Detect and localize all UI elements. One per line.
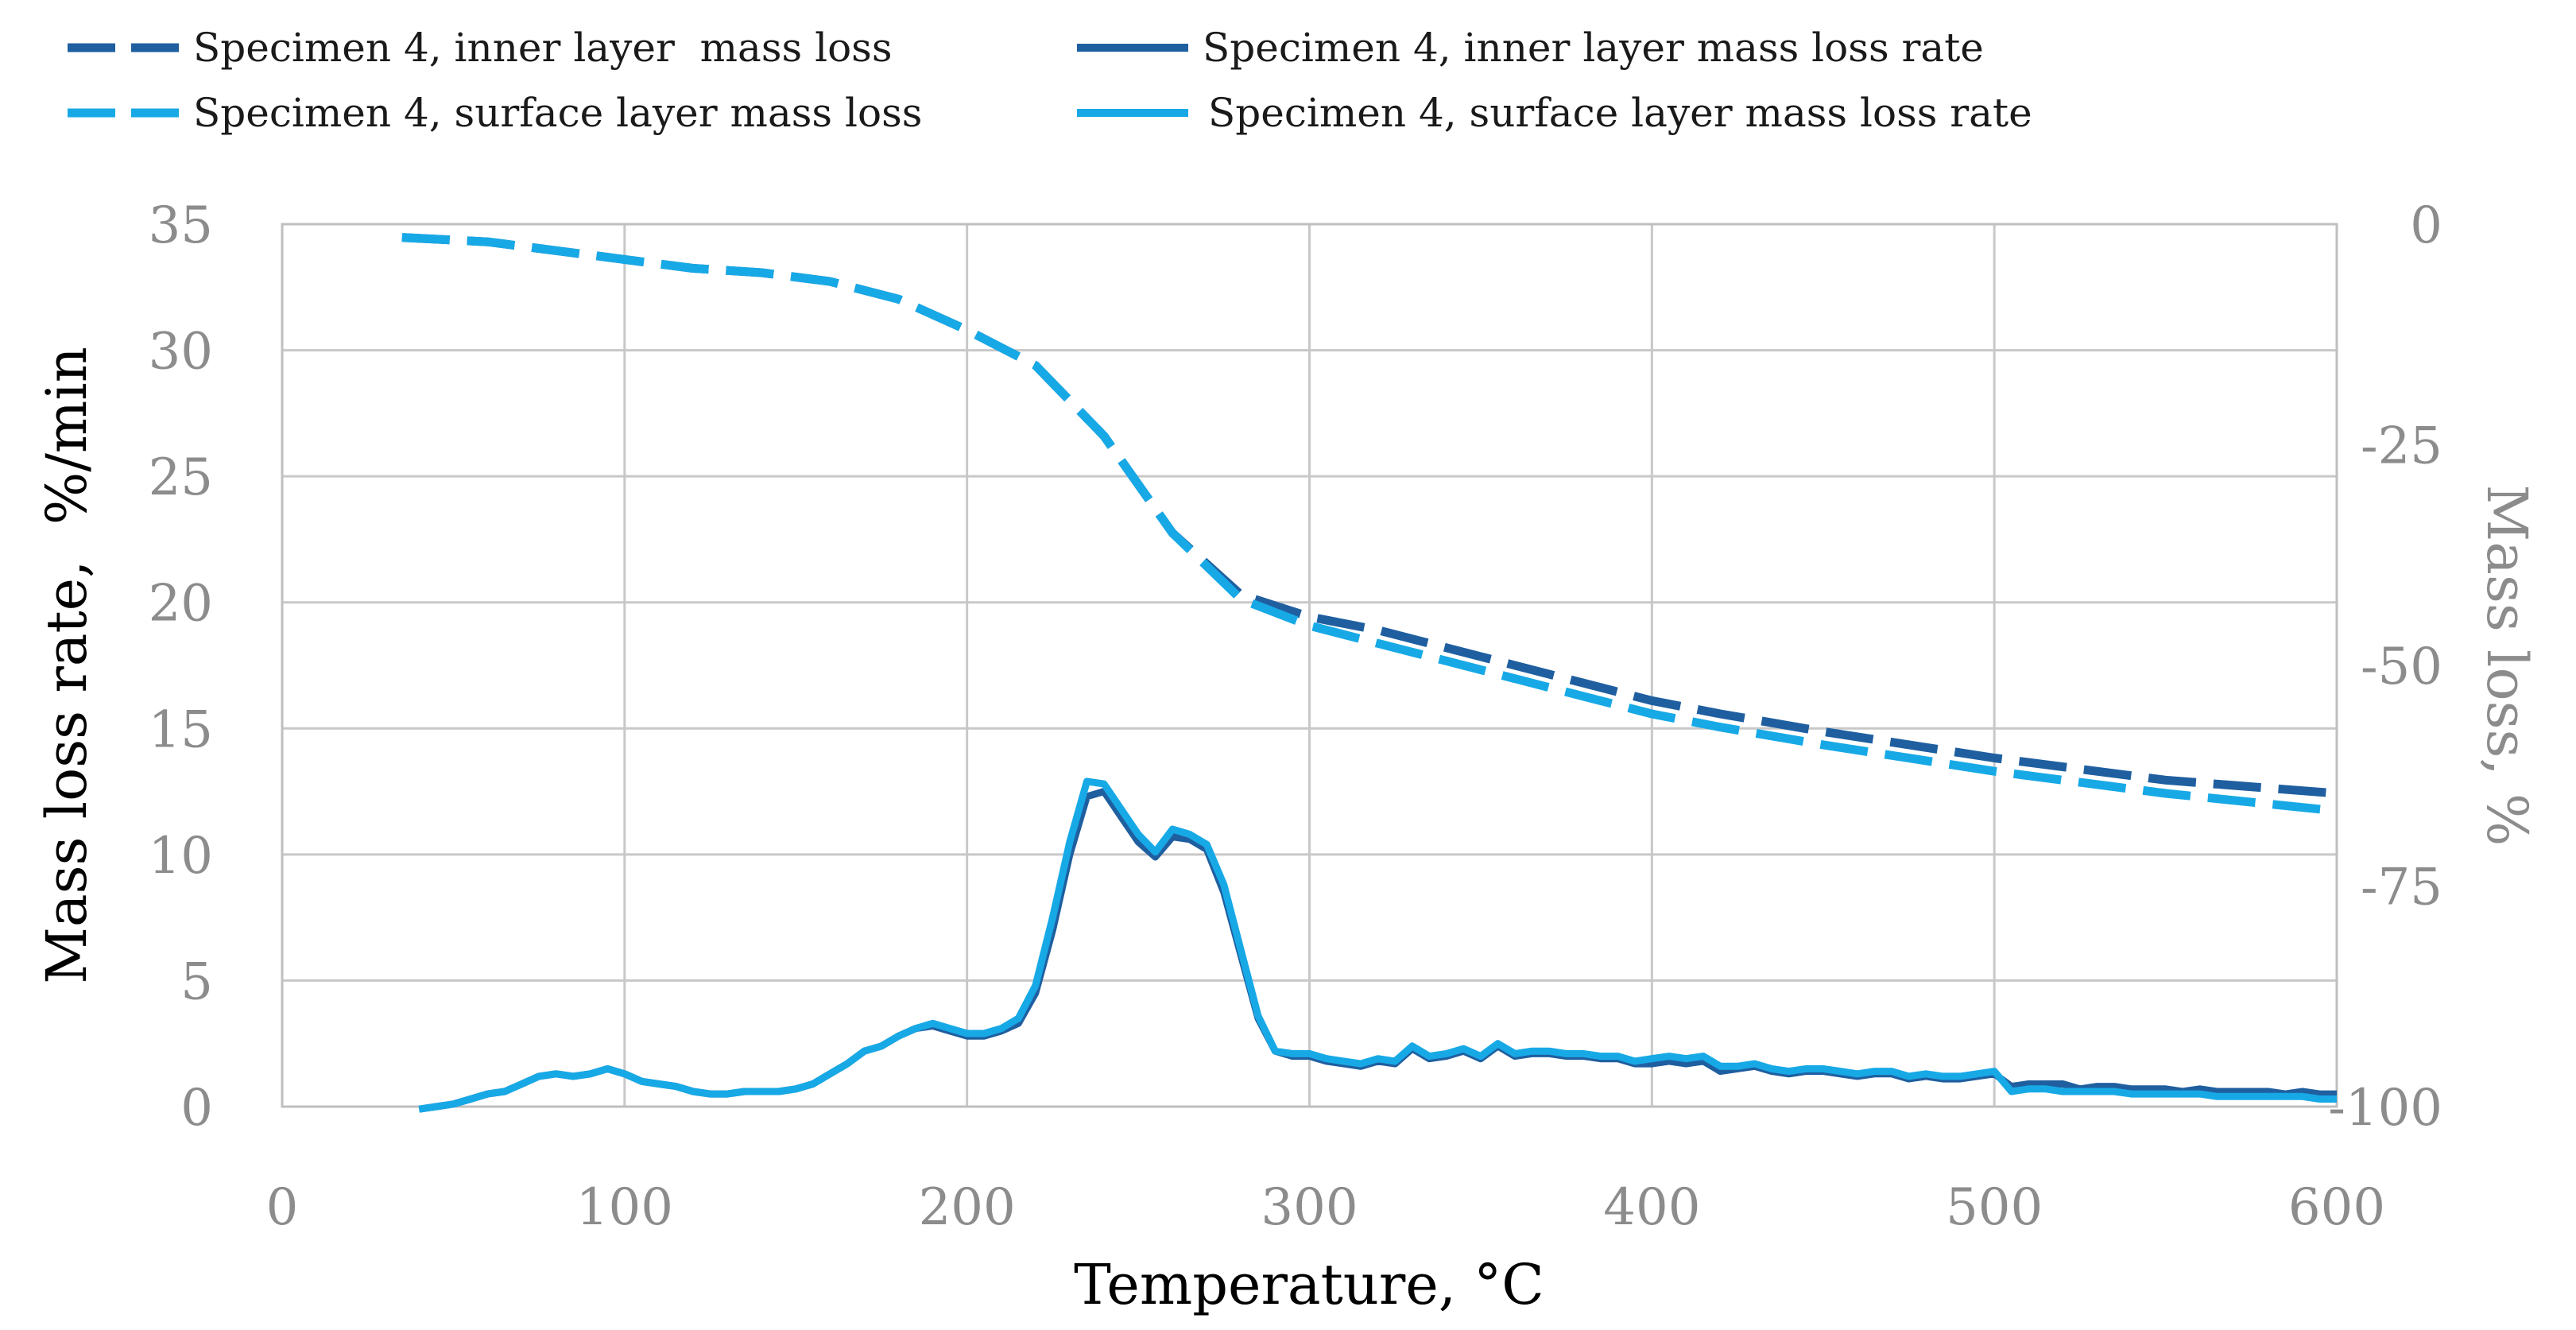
legend-item-inner-mass-loss-rate: Specimen 4, inner layer mass loss rate: [1077, 25, 1984, 71]
y-left-tick-label-30: 30: [149, 323, 213, 382]
y-left-tick-label-20: 20: [149, 575, 213, 634]
legend-item-surface-mass-loss: Specimen 4, surface layer mass loss: [68, 90, 922, 136]
y-left-tick-label-5: 5: [180, 952, 213, 1011]
y-right-tick-label-neg50: -50: [2361, 638, 2442, 696]
y-axis-left-title: Mass loss rate, %/min: [34, 347, 99, 984]
y-left-tick-label-10: 10: [149, 827, 213, 886]
y-right-tick-label-0: 0: [2410, 196, 2442, 255]
tick-labels: 0 100 200 300 400 500 600 0 5 10 15 20 25 30 35 0 -25 -50…: [149, 196, 2442, 1237]
legend-item-inner-mass-loss: Specimen 4, inner layer mass loss: [68, 25, 893, 71]
legend: Specimen 4, inner layer mass loss Specim…: [68, 25, 2032, 136]
y-axis-right-title: Mass loss, %: [2474, 485, 2539, 847]
legend-item-surface-mass-loss-rate: Specimen 4, surface layer mass loss rate: [1077, 90, 2032, 136]
gridlines: [281, 223, 2338, 1108]
y-left-tick-label-15: 15: [149, 700, 213, 759]
y-right-tick-label-neg75: -75: [2361, 859, 2442, 917]
x-tick-label-300: 300: [1261, 1178, 1358, 1237]
y-right-tick-label-neg25: -25: [2361, 417, 2442, 476]
y-left-tick-label-35: 35: [149, 196, 213, 255]
legend-label-surface-mass-loss-rate: Specimen 4, surface layer mass loss rate: [1208, 90, 2032, 136]
plot-area-border: [281, 223, 2338, 1108]
x-tick-label-400: 400: [1603, 1178, 1700, 1237]
y-right-tick-label-neg100: -100: [2328, 1079, 2442, 1138]
x-tick-label-0: 0: [266, 1178, 299, 1237]
y-left-tick-label-0: 0: [180, 1079, 213, 1138]
y-left-tick-label-25: 25: [149, 448, 213, 507]
legend-label-surface-mass-loss: Specimen 4, surface layer mass loss: [193, 90, 922, 136]
x-axis-title: Temperature, °C: [1074, 1252, 1544, 1317]
legend-label-inner-mass-loss-rate: Specimen 4, inner layer mass loss rate: [1203, 25, 1984, 71]
x-tick-label-600: 600: [2288, 1178, 2385, 1237]
series-layer: [401, 233, 2338, 1113]
x-tick-label-100: 100: [576, 1178, 673, 1237]
series-line-surface-mass-loss-rate: [418, 777, 2337, 1113]
legend-label-inner-mass-loss: Specimen 4, inner layer mass loss: [193, 25, 893, 71]
series-line-inner-mass-loss: [401, 233, 2338, 798]
series-line-surface-mass-loss: [401, 233, 2338, 816]
x-tick-label-500: 500: [1946, 1178, 2043, 1237]
x-tick-label-200: 200: [919, 1178, 1016, 1237]
